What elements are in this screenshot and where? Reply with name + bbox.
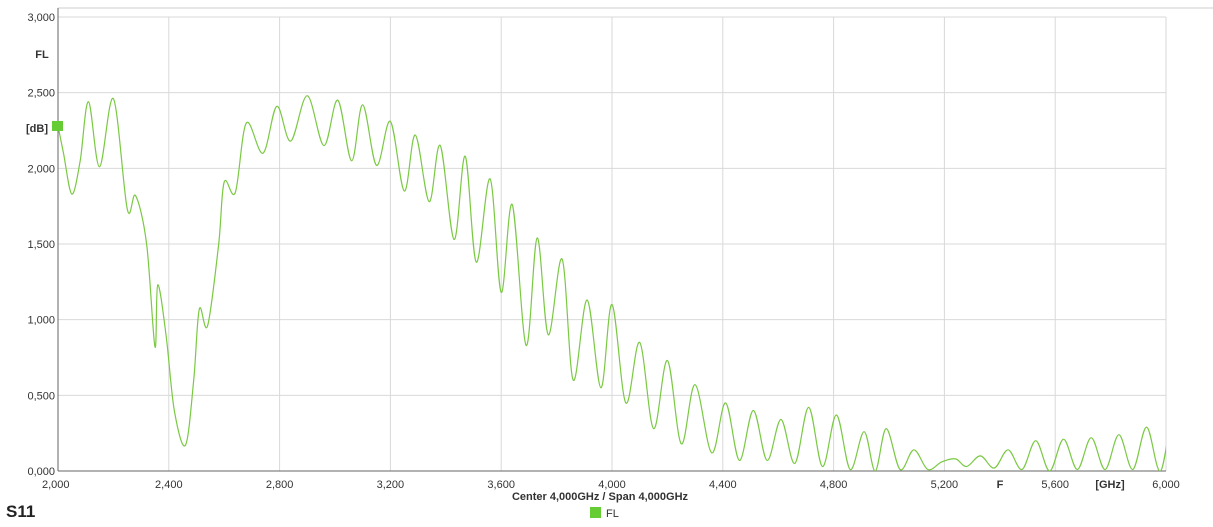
y-axis-unit: [dB] [26,123,48,135]
y-tick-label: 1,500 [27,239,55,251]
x-tick-label: 4,400 [709,479,737,491]
chart-subtitle: Center 4,000GHz / Span 4,000GHz [512,491,689,503]
x-tick-label: 4,800 [820,479,848,491]
page-title: S11 [6,502,35,521]
y-tick-label: 2,500 [27,88,55,100]
y-tick-label: 3,000 [27,12,55,24]
x-tick-label: 5,600 [1041,479,1069,491]
y-tick-label: 0,500 [27,390,55,402]
x-tick-label: 2,000 [42,479,70,491]
x-tick-label: 3,200 [377,479,405,491]
y-tick-label: 0,000 [27,466,55,478]
x-tick-label: 2,400 [155,479,183,491]
series-line-fl [58,96,1194,471]
x-tick-label: 4,000 [598,479,626,491]
x-tick-label: 6,000 [1152,479,1180,491]
x-tick-label: 3,600 [487,479,515,491]
series-layer [52,96,1194,471]
x-tick-label: 2,800 [266,479,294,491]
x-axis-unit: [GHz] [1095,479,1125,491]
legend-label: FL [606,508,619,520]
y-tick-label: 1,000 [27,315,55,327]
axis-layer: 0,000 0,500 1,000 1,500 2,000 2,500 3,000 2,000… [27,8,1213,491]
legend-swatch [590,507,601,518]
y-tick-label: 2,000 [27,163,55,175]
x-tick-label: 5,200 [931,479,959,491]
grid-layer [58,17,1166,471]
series-marker-fl [52,121,63,131]
x-axis-letter: F [997,479,1004,491]
y-axis-label: FL [35,49,49,61]
